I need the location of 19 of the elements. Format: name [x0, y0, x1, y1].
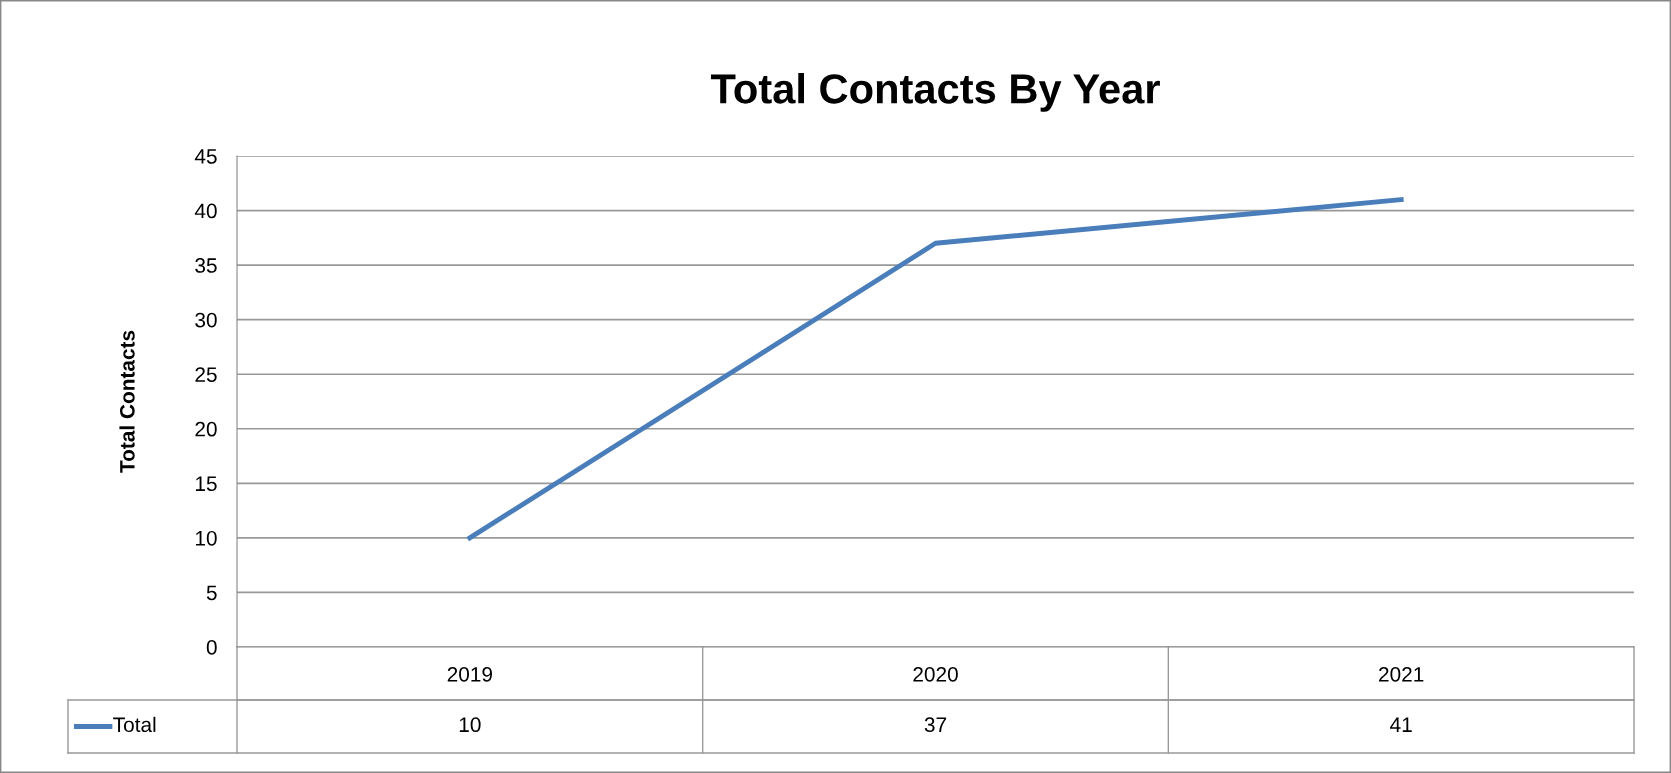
x-tick-label: 2020	[913, 666, 958, 682]
y-tick-label: 30	[195, 312, 217, 328]
y-tick-label: 40	[194, 203, 217, 219]
data-label: 37	[924, 717, 947, 733]
y-tick-label: 45	[194, 149, 217, 164]
y-tick-label: 15	[195, 476, 217, 492]
legend-label: Total	[113, 716, 156, 733]
y-tick-label: 35	[195, 258, 217, 273]
data-label: 41	[1390, 717, 1412, 732]
x-tick-label: 2021	[1379, 666, 1424, 682]
data-label: 10	[459, 717, 481, 733]
y-axis-title: Total Contacts	[119, 330, 135, 473]
y-tick-label: 25	[195, 367, 217, 382]
y-tick-label: 10	[195, 530, 217, 546]
y-tick-label: 20	[195, 421, 217, 437]
y-tick-label: 0	[206, 640, 217, 655]
chart-title: Total Contacts By Year	[710, 73, 1160, 112]
y-tick-label: 5	[206, 585, 217, 601]
x-tick-label: 2019	[447, 666, 493, 682]
